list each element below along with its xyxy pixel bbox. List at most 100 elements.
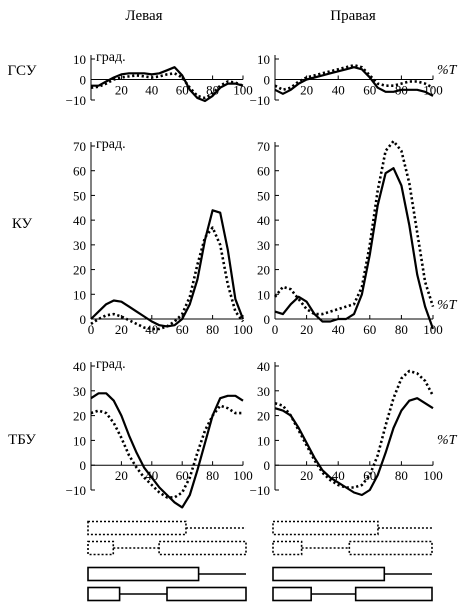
- y-tick-label: 10: [73, 287, 86, 302]
- gait-phase-bars: [272, 566, 433, 602]
- x-tick-label: 100: [233, 468, 253, 483]
- stance-box: [87, 520, 187, 536]
- x-tick-label: 20: [115, 83, 128, 98]
- y-tick-label: 20: [73, 409, 86, 424]
- y-tick-label: 70: [73, 139, 86, 154]
- x-tick-label: 80: [206, 468, 219, 483]
- panel-3: 0 10 20 30 40 50 60 70 0 20 40 60 80 100 град.: [73, 137, 253, 337]
- percent-label: %T: [437, 63, 458, 78]
- solid-series-line: [274, 167, 435, 330]
- solid-series-line: [274, 66, 434, 97]
- x-tick-label: 20: [115, 468, 128, 483]
- stance-box: [87, 540, 115, 556]
- dotted-series-line: [273, 139, 435, 316]
- x-tick-label: 100: [423, 322, 443, 337]
- y-tick-label: 30: [257, 384, 270, 399]
- x-tick-label: 100: [233, 322, 253, 337]
- stance-box: [272, 566, 386, 582]
- y-tick-label: 40: [257, 359, 270, 374]
- y-tick-label: 10: [257, 433, 270, 448]
- y-tick-label: 50: [73, 188, 86, 203]
- y-tick-label: 40: [73, 213, 86, 228]
- x-tick-label: 60: [176, 468, 189, 483]
- x-tick-label: 40: [145, 83, 158, 98]
- y-tick-label: 0: [80, 73, 87, 88]
- gait-phase-diagram: [87, 520, 433, 602]
- x-tick-label: 100: [423, 468, 443, 483]
- dotted-series-line: [90, 226, 245, 331]
- stance-box: [272, 520, 379, 536]
- row-label-knee: КУ: [12, 216, 33, 232]
- solid-series-line: [90, 392, 244, 509]
- x-tick-label: 60: [176, 322, 189, 337]
- stance-box: [158, 540, 247, 556]
- x-tick-label: 80: [395, 468, 408, 483]
- row-label-ankle: ТБУ: [8, 432, 36, 448]
- stance-box: [354, 586, 433, 602]
- y-tick-label: 40: [257, 213, 270, 228]
- y-tick-label: 30: [73, 384, 86, 399]
- y-tick-label: −10: [66, 483, 86, 498]
- stance-box: [272, 540, 303, 556]
- dotted-series-line: [90, 404, 243, 499]
- x-tick-label: 40: [332, 322, 345, 337]
- y-tick-label: 60: [73, 164, 86, 179]
- unit-label: град.: [96, 137, 126, 152]
- x-tick-label: 20: [300, 468, 313, 483]
- y-tick-label: 30: [257, 238, 270, 253]
- x-tick-label: 20: [300, 322, 313, 337]
- solid-series-line: [91, 66, 244, 103]
- dotted-series-line: [274, 369, 435, 489]
- x-tick-label: 40: [332, 83, 345, 98]
- unit-label: град.: [96, 357, 126, 372]
- row-label-hip: ГСУ: [8, 63, 37, 79]
- solid-series-line: [274, 397, 434, 497]
- x-tick-label: 0: [88, 322, 95, 337]
- dotted-series-line: [90, 72, 244, 100]
- y-tick-label: 0: [264, 458, 271, 473]
- stance-box: [348, 540, 433, 556]
- y-tick-label: −10: [250, 93, 270, 108]
- stance-box: [87, 586, 121, 602]
- y-tick-label: 40: [73, 359, 86, 374]
- x-tick-label: 20: [300, 83, 313, 98]
- y-tick-label: 30: [73, 238, 86, 253]
- y-tick-label: −10: [66, 93, 86, 108]
- y-tick-label: 20: [73, 263, 86, 278]
- y-tick-label: 70: [257, 139, 270, 154]
- y-tick-label: 20: [257, 409, 270, 424]
- unit-label: град.: [96, 50, 126, 65]
- y-tick-label: 0: [80, 312, 87, 327]
- x-tick-label: 40: [145, 322, 158, 337]
- y-tick-label: 0: [264, 312, 271, 327]
- x-tick-label: 60: [363, 83, 376, 98]
- x-tick-label: 80: [395, 322, 408, 337]
- y-tick-label: 10: [73, 52, 86, 67]
- x-tick-label: 80: [206, 322, 219, 337]
- stance-box: [272, 586, 312, 602]
- x-tick-label: 60: [176, 83, 189, 98]
- stance-box: [166, 586, 247, 602]
- y-tick-label: −10: [250, 483, 270, 498]
- x-tick-label: 0: [272, 322, 279, 337]
- panel-4: 0 10 20 30 40 50 60 70 0 20 40 60 80 100 %T: [257, 139, 458, 337]
- x-tick-label: 100: [233, 83, 253, 98]
- dotted-series-line: [274, 63, 434, 92]
- x-tick-label: 60: [363, 468, 376, 483]
- y-tick-label: 60: [257, 164, 270, 179]
- column-title-left: Левая: [125, 8, 162, 24]
- x-tick-label: 20: [115, 322, 128, 337]
- y-tick-label: 10: [257, 287, 270, 302]
- stance-box: [87, 566, 200, 582]
- column-title-right: Правая: [330, 8, 376, 24]
- gait-phase-bars: [87, 520, 247, 556]
- x-tick-label: 60: [363, 322, 376, 337]
- gait-phase-bars: [272, 520, 433, 556]
- percent-label: %T: [437, 433, 458, 448]
- y-tick-label: 10: [73, 433, 86, 448]
